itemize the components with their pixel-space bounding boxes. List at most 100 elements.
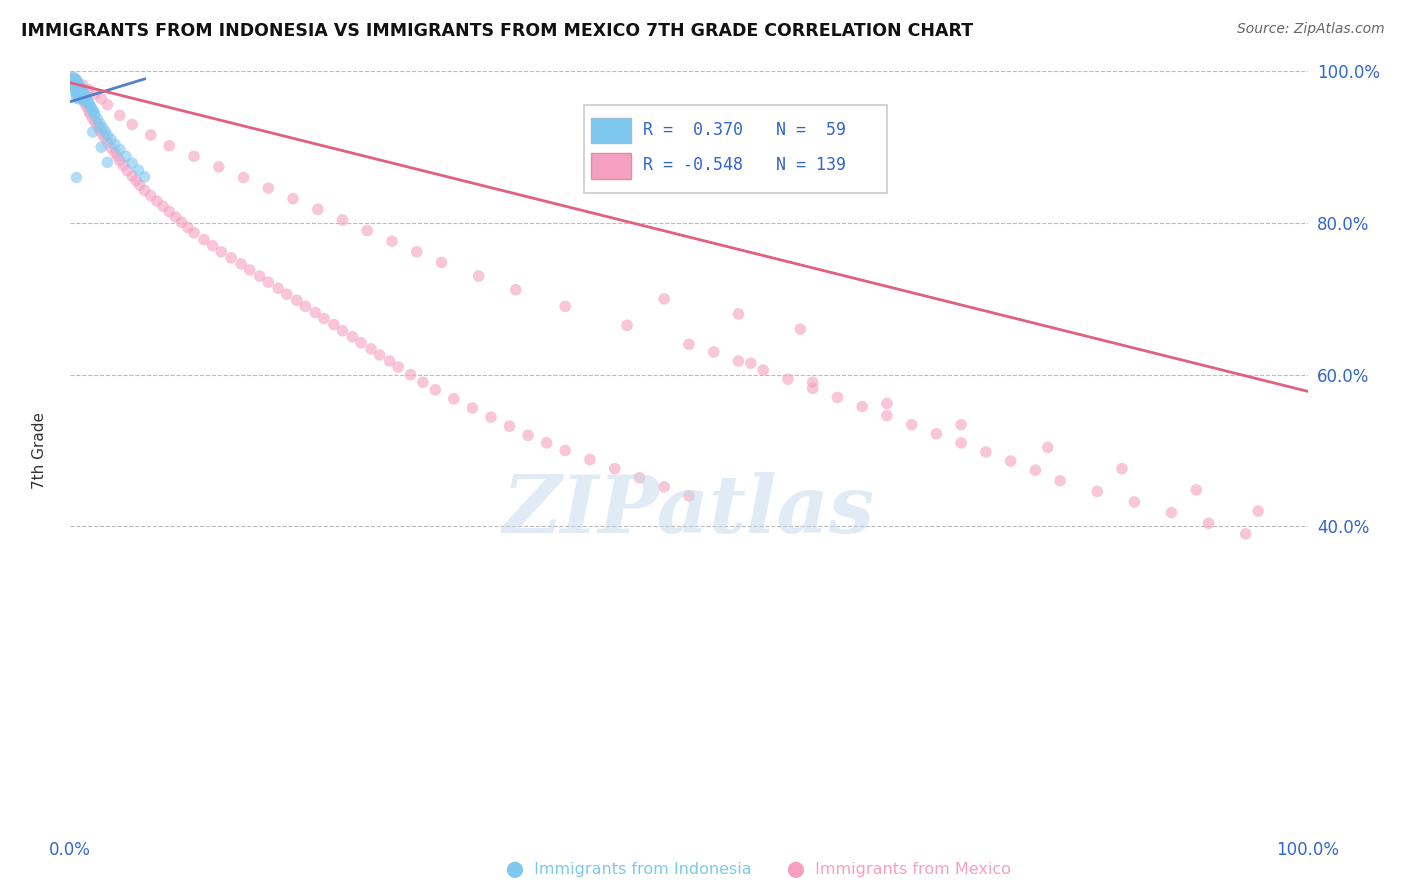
Point (65, 72, 87, 87)
Point (121, 117, 143, 131)
FancyBboxPatch shape (583, 105, 887, 193)
Point (77, 82, 100, 96)
Point (91, 128, 114, 142)
Point (72, 91, 94, 105)
Point (96, 97, 118, 112)
Point (96, 128, 118, 142)
Point (146, 194, 169, 208)
Point (108, 153, 131, 168)
Point (69, 85, 91, 99)
Point (360, 342, 382, 356)
Point (554, 443, 576, 458)
Point (479, 410, 502, 425)
Point (75, 96, 97, 111)
Point (294, 300, 316, 314)
Point (67, 78, 90, 92)
Point (90, 92, 112, 106)
Point (62, 78, 84, 92)
Point (84, 115, 107, 129)
Point (91, 120, 114, 135)
Point (128, 178, 150, 193)
Point (157, 204, 180, 219)
Point (1024, 463, 1046, 477)
Point (827, 391, 849, 405)
Point (69, 89, 91, 103)
Point (399, 368, 422, 382)
Point (75, 99, 97, 113)
Point (82, 125, 104, 139)
Point (381, 234, 404, 248)
Point (322, 318, 344, 332)
Point (925, 426, 948, 441)
Point (307, 202, 329, 217)
Point (139, 128, 162, 142)
Point (65, 73, 87, 87)
Point (62, 76, 84, 90)
Point (304, 305, 326, 319)
Point (208, 160, 231, 174)
Point (1198, 516, 1220, 531)
Point (73, 87, 96, 101)
Point (65, 83, 87, 97)
Point (72, 78, 94, 92)
Point (73, 91, 96, 105)
Point (60, 70, 83, 85)
Text: Source: ZipAtlas.com: Source: ZipAtlas.com (1237, 22, 1385, 37)
Point (498, 419, 520, 434)
Point (1000, 454, 1022, 468)
Point (201, 238, 224, 253)
Point (67, 82, 90, 96)
Point (63, 70, 86, 85)
Point (65, 77, 87, 91)
Point (65, 78, 87, 92)
Point (727, 354, 749, 368)
Text: R =  0.370: R = 0.370 (643, 120, 744, 139)
Point (121, 156, 143, 170)
Point (616, 318, 638, 333)
Point (65, 91, 87, 105)
Point (517, 428, 540, 442)
Point (1185, 483, 1208, 497)
Text: N =  59: N = 59 (776, 120, 845, 139)
Point (80, 101, 103, 115)
Point (1049, 474, 1071, 488)
Point (1234, 526, 1257, 541)
Point (63, 73, 86, 87)
Point (950, 436, 973, 450)
Point (467, 269, 489, 284)
Point (100, 132, 122, 146)
Point (356, 223, 378, 237)
Point (84, 107, 107, 121)
Point (219, 251, 242, 265)
Point (536, 436, 558, 450)
Point (67, 88, 90, 103)
Point (378, 354, 401, 368)
Text: R = -0.548: R = -0.548 (643, 156, 744, 174)
Point (65, 81, 87, 95)
Point (554, 300, 576, 314)
Point (332, 324, 354, 338)
Point (60, 72, 83, 87)
Point (950, 417, 973, 432)
Point (66, 76, 89, 90)
Point (72, 84, 94, 98)
Point (368, 348, 391, 362)
Point (63, 73, 86, 87)
Point (72, 93, 94, 107)
Point (740, 356, 762, 370)
Point (76, 94, 98, 108)
Point (1247, 504, 1270, 518)
Point (876, 396, 898, 410)
Point (67, 92, 90, 106)
Point (79, 98, 101, 112)
Point (66, 86, 89, 100)
Point (430, 255, 453, 269)
Point (1123, 495, 1146, 509)
Point (79, 107, 101, 121)
Point (125, 173, 148, 187)
Point (232, 170, 254, 185)
Point (876, 409, 898, 423)
Text: ⬤  Immigrants from Indonesia: ⬤ Immigrants from Indonesia (506, 862, 752, 878)
Point (70, 82, 93, 96)
Point (66, 83, 89, 97)
